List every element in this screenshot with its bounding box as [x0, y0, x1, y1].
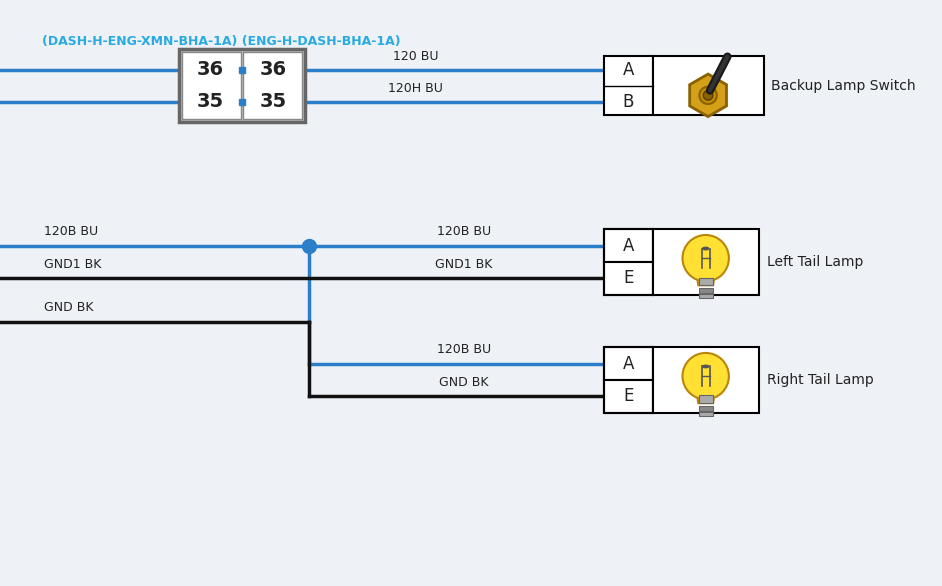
Text: GND1 BK: GND1 BK	[435, 258, 493, 271]
Bar	[182, 52, 241, 119]
Text: E: E	[624, 270, 634, 288]
Bar	[653, 347, 759, 413]
Ellipse shape	[702, 247, 709, 250]
Circle shape	[699, 87, 717, 104]
Text: 120B BU: 120B BU	[437, 225, 491, 238]
Text: E: E	[624, 387, 634, 406]
Text: 36: 36	[197, 60, 224, 79]
Text: Backup Lamp Switch: Backup Lamp Switch	[771, 79, 916, 93]
Bar	[653, 56, 764, 115]
Bar	[699, 406, 713, 411]
Bar	[179, 49, 304, 122]
Text: B: B	[623, 93, 634, 111]
Circle shape	[682, 353, 729, 399]
Bar	[699, 294, 713, 298]
Text: 35: 35	[260, 92, 286, 111]
Circle shape	[704, 90, 713, 100]
Bar	[604, 56, 653, 115]
Polygon shape	[693, 262, 719, 285]
Text: A: A	[623, 61, 634, 79]
Polygon shape	[690, 74, 726, 117]
Text: 120B BU: 120B BU	[437, 343, 491, 356]
Bar	[699, 288, 713, 293]
Bar	[604, 380, 653, 413]
Bar	[699, 412, 713, 416]
Bar	[699, 278, 713, 285]
Text: A: A	[623, 237, 634, 255]
Text: GND1 BK: GND1 BK	[43, 258, 101, 271]
Bar	[699, 396, 713, 403]
Bar	[604, 229, 653, 262]
Text: 120 BU: 120 BU	[393, 50, 438, 63]
Circle shape	[682, 235, 729, 281]
Bar	[604, 229, 653, 295]
Text: GND BK: GND BK	[43, 301, 93, 314]
Text: 36: 36	[260, 60, 286, 79]
Text: 120H BU: 120H BU	[388, 82, 443, 95]
Bar	[653, 229, 759, 295]
Text: Left Tail Lamp: Left Tail Lamp	[767, 255, 863, 269]
Text: 120B BU: 120B BU	[43, 225, 98, 238]
Text: A: A	[623, 355, 634, 373]
Ellipse shape	[702, 364, 709, 369]
Bar	[604, 347, 653, 413]
Polygon shape	[693, 380, 719, 403]
Text: (DASH-H-ENG-XMN-BHA-1A) (ENG-H-DASH-BHA-1A): (DASH-H-ENG-XMN-BHA-1A) (ENG-H-DASH-BHA-…	[41, 35, 400, 48]
Text: GND BK: GND BK	[439, 376, 489, 389]
Bar	[604, 262, 653, 295]
Text: Right Tail Lamp: Right Tail Lamp	[767, 373, 873, 387]
Bar	[243, 52, 301, 119]
Text: 35: 35	[197, 92, 224, 111]
Bar	[604, 347, 653, 380]
